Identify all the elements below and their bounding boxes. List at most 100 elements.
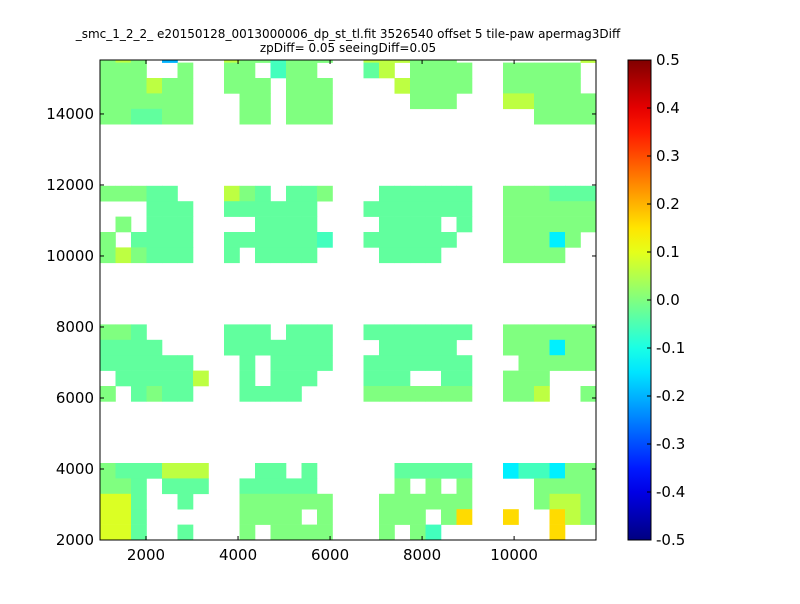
heatmap-cell [456, 78, 473, 94]
heatmap-cell [518, 62, 535, 79]
heatmap-cell [239, 386, 256, 402]
heatmap-cell [425, 493, 442, 510]
heatmap-cell [131, 232, 147, 248]
heatmap-cell [394, 355, 411, 371]
heatmap-cell [270, 509, 287, 525]
heatmap-cell [317, 93, 333, 110]
heatmap-cell [410, 463, 426, 479]
heatmap-cell [456, 478, 473, 495]
heatmap-cell [286, 509, 302, 525]
heatmap-cell [162, 463, 178, 479]
heatmap-cell [115, 93, 132, 110]
colorbar-tick-label: -0.5 [656, 531, 685, 549]
heatmap-cell [580, 355, 596, 371]
heatmap-cell [379, 216, 395, 233]
heatmap-cell [549, 216, 566, 233]
heatmap-cell [286, 493, 302, 510]
heatmap-cell [425, 386, 442, 402]
heatmap-cell [301, 216, 318, 233]
heatmap-cell [286, 93, 302, 110]
heatmap-cell [503, 201, 519, 217]
heatmap-cell [224, 247, 240, 264]
heatmap-cell [255, 324, 271, 341]
heatmap-cell [286, 355, 302, 371]
heatmap-cell [363, 370, 380, 387]
heatmap-cell [131, 185, 147, 202]
heatmap-cell [410, 216, 426, 233]
heatmap-cell [363, 201, 380, 217]
heatmap-cell [177, 232, 194, 248]
heatmap-cell [565, 93, 581, 110]
heatmap-cell [301, 524, 318, 540]
heatmap-cell [580, 463, 596, 479]
heatmap-cell [239, 108, 256, 125]
heatmap-cell [239, 355, 256, 371]
heatmap-cell [580, 93, 596, 110]
heatmap-cell [270, 355, 287, 371]
heatmap-cell [441, 62, 457, 79]
heatmap-cell [301, 324, 318, 341]
heatmap-cell [115, 478, 132, 495]
heatmap-cell [379, 201, 395, 217]
heatmap-cell [162, 478, 178, 495]
heatmap-cell [410, 93, 426, 110]
heatmap-cell [255, 93, 271, 110]
heatmap-cell [441, 509, 457, 525]
heatmap-cell [456, 370, 473, 387]
heatmap-cell [534, 386, 550, 402]
heatmap-cell [286, 185, 302, 202]
heatmap-cell [100, 60, 116, 63]
heatmap-cell [115, 62, 132, 79]
heatmap-cell [100, 493, 116, 510]
heatmap-cell [317, 78, 333, 94]
heatmap-cell [503, 232, 519, 248]
colorbar-tick-label: -0.1 [656, 339, 685, 357]
heatmap-cell [534, 355, 550, 371]
heatmap-cell [146, 108, 163, 125]
heatmap-cell [301, 232, 318, 248]
heatmap-cell [255, 463, 271, 479]
heatmap-cell [286, 370, 302, 387]
heatmap-cell [131, 247, 147, 264]
heatmap-cell [301, 247, 318, 264]
y-tick-label: 2000 [56, 531, 94, 549]
heatmap-cell [255, 509, 271, 525]
x-axis: 2000 4000 6000 8000 10000 [127, 60, 538, 564]
colorbar-axis: -0.5 -0.4 -0.3 -0.2 -0.1 0.0 0.1 0.2 0.3 0.4 0.5 [647, 51, 685, 549]
y-tick-label: 10000 [46, 247, 94, 265]
heatmap-cell [239, 78, 256, 94]
heatmap-cell [270, 386, 287, 402]
heatmap-cell [177, 93, 194, 110]
heatmap-cell [456, 386, 473, 402]
heatmap-cell [224, 201, 240, 217]
heatmap-cell [379, 324, 395, 341]
heatmap-cell [255, 216, 271, 233]
heatmap-cell [100, 108, 116, 125]
heatmap-cell [549, 339, 566, 356]
heatmap-cell [286, 232, 302, 248]
heatmap-cell [317, 493, 333, 510]
heatmap-cell [565, 324, 581, 341]
heatmap-cell [301, 478, 318, 495]
heatmap-cell [580, 493, 596, 510]
heatmap-cell [410, 232, 426, 248]
heatmap-cell [518, 386, 535, 402]
colorbar-tick-label: 0.0 [656, 291, 680, 309]
heatmap-cell [115, 247, 132, 264]
heatmap-cell [534, 185, 550, 202]
plot-frame [99, 59, 597, 541]
heatmap-cell [394, 478, 411, 495]
heatmap-cell [255, 60, 271, 63]
heatmap-cell [410, 62, 426, 79]
heatmap-cell [534, 463, 550, 479]
heatmap-cell [394, 339, 411, 356]
heatmap-cell [425, 78, 442, 94]
heatmap-cell [239, 60, 256, 63]
heatmap-cell [270, 463, 287, 479]
heatmap-cell [301, 93, 318, 110]
heatmap-cell [131, 324, 147, 341]
heatmap-cell [224, 78, 240, 94]
heatmap-cell [301, 370, 318, 387]
heatmap-cell [534, 370, 550, 387]
